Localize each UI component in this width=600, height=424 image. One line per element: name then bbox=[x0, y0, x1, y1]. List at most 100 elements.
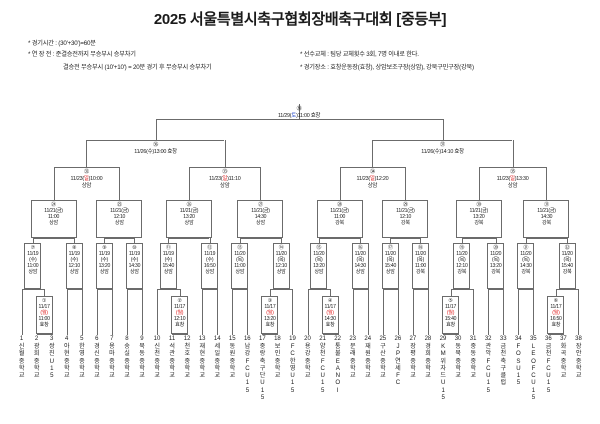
match-date: 11/20 bbox=[520, 250, 532, 257]
round32-match[interactable]: ⑧ 11/19 (수) 12:10 상암 bbox=[65, 243, 83, 289]
match-number: ⑥ bbox=[553, 297, 558, 304]
round32-match[interactable]: ⑳ 11/20 (목) 13:20 강북 bbox=[487, 243, 505, 289]
match-time: 15:40 bbox=[561, 263, 573, 269]
match-number: ㉟ bbox=[510, 169, 516, 175]
bracket-connector bbox=[67, 289, 68, 327]
match-number: ⑧ bbox=[72, 244, 77, 251]
bracket-connector bbox=[156, 119, 157, 140]
bracket-connector bbox=[281, 238, 282, 243]
bracket-connector bbox=[546, 167, 547, 200]
team-seed: 29 K M 위 자 드 U 1 5 bbox=[437, 335, 450, 401]
round32-match[interactable]: ㉒ 11/20 (목) 15:40 강북 bbox=[558, 243, 576, 289]
match-date: 11/17 bbox=[444, 303, 457, 310]
round16-match[interactable]: ㉔ 11/21(금) 11:00 상암 bbox=[30, 200, 77, 238]
match-date: 11/21(금) bbox=[537, 207, 556, 214]
bracket-connector bbox=[44, 289, 45, 296]
match-venue: 상암 bbox=[28, 269, 38, 276]
seed-number: 19 bbox=[289, 336, 296, 342]
bracket-connector bbox=[189, 167, 190, 200]
bracket-connector bbox=[82, 289, 83, 327]
round16-match[interactable]: ㉕ 11/21(금) 12:10 상암 bbox=[96, 200, 143, 238]
bracket-connector bbox=[54, 167, 55, 200]
match-day: (월) bbox=[175, 309, 184, 316]
team-seed: 11 석 관 중 학 교 bbox=[166, 335, 179, 379]
round32-match[interactable]: ⑱ 11/20 (목) 11:00 강북 bbox=[411, 243, 429, 289]
preliminary-match[interactable]: ③ 11/17 (월) 13:20 효창 bbox=[261, 296, 279, 334]
quarterfinal-match[interactable]: ㉞ 11/23(일)12:20 상암 bbox=[327, 169, 417, 190]
preliminary-match[interactable]: ④ 11/17 (월) 14:30 효창 bbox=[321, 296, 339, 334]
match-venue: 상암 bbox=[355, 269, 365, 276]
bracket-connector bbox=[533, 289, 534, 327]
round32-match[interactable]: ⑭ 11/20 (목) 12:10 상암 bbox=[272, 243, 290, 289]
match-time: 13:20 bbox=[264, 316, 276, 322]
bracket-connector bbox=[22, 327, 23, 335]
round32-match[interactable]: ⑩ 11/19 (수) 14:30 상암 bbox=[125, 243, 143, 289]
match-day: (목) bbox=[492, 256, 500, 263]
seed-number: 28 bbox=[424, 336, 432, 342]
bracket-connector bbox=[488, 289, 489, 327]
round32-match[interactable]: ⑦ 11/19 (수) 11:00 상암 bbox=[24, 243, 42, 289]
match-number: ⑱ bbox=[418, 244, 423, 251]
round32-match[interactable]: ⑬ 11/20 (목) 11:00 상암 bbox=[231, 243, 249, 289]
seed-number: 27 bbox=[409, 336, 417, 342]
bracket-connector bbox=[112, 289, 113, 327]
match-date: 11/20 bbox=[313, 250, 325, 257]
round32-match[interactable]: ⑪ 11/19 (수) 15:40 상암 bbox=[159, 243, 177, 289]
round16-match[interactable]: ㉖ 11/21(금) 13:20 상암 bbox=[165, 200, 212, 238]
bracket-connector bbox=[372, 140, 373, 167]
round16-match[interactable]: ㉗ 11/21(금) 14:30 상암 bbox=[237, 200, 284, 238]
semifinal-match[interactable]: ㊱ 11/26(수)13:00 효창 bbox=[106, 142, 206, 156]
bracket-connector bbox=[479, 167, 547, 168]
round32-match[interactable]: ⑨ 11/19 (수) 13:20 상암 bbox=[95, 243, 113, 289]
round32-match[interactable]: ⑮ 11/20 (목) 13:20 상암 bbox=[310, 243, 328, 289]
note-final-extra-time: 결승전 무승부시 (10'+10') = 20분 경기 후 무승부시 승부차기 bbox=[63, 64, 212, 71]
quarterfinal-match[interactable]: ㉜ 11/23(일)10:00 상암 bbox=[41, 169, 131, 190]
team-seed: 36 금 천 F C U 1 5 bbox=[542, 335, 555, 394]
match-number: ② bbox=[177, 297, 182, 304]
match-date: 11/21(금) bbox=[330, 207, 349, 214]
preliminary-match[interactable]: ① 11/17 (월) 11:00 효창 bbox=[35, 296, 53, 334]
preliminary-match[interactable]: ⑥ 11/17 (월) 16:50 효창 bbox=[547, 296, 565, 334]
bracket-connector bbox=[451, 289, 474, 290]
round16-match[interactable]: ㉚ 11/21(금) 13:20 강북 bbox=[455, 200, 502, 238]
quarterfinal-match[interactable]: ㉟ 11/23(일)13:30 상암 bbox=[468, 169, 558, 190]
quarterfinal-match[interactable]: ㉝ 11/23(일)11:10 상암 bbox=[180, 169, 270, 190]
match-venue: 강북 bbox=[491, 269, 501, 276]
match-venue: 상암 bbox=[114, 220, 124, 226]
seed-number: 24 bbox=[364, 336, 372, 342]
final-match[interactable]: ㊳ 11/29(토)11:00 효창 bbox=[249, 106, 349, 120]
round16-match[interactable]: ㉙ 11/21(금) 12:10 강북 bbox=[382, 200, 429, 238]
bracket-connector bbox=[247, 289, 248, 327]
bracket-connector bbox=[308, 289, 331, 290]
preliminary-match[interactable]: ② 11/17 (월) 12:10 효창 bbox=[171, 296, 189, 334]
match-datetime-venue: 11/26(수)14:10 효창 bbox=[421, 148, 464, 155]
bracket-connector bbox=[503, 289, 504, 327]
round32-match[interactable]: ㉑ 11/20 (목) 14:30 강북 bbox=[517, 243, 535, 289]
round32-match[interactable]: ⑲ 11/20 (목) 12:10 강북 bbox=[453, 243, 471, 289]
round16-match[interactable]: ㉘ 11/21(금) 11:00 강북 bbox=[316, 200, 363, 238]
match-venue: 강북 bbox=[542, 220, 551, 226]
seed-number: 11 bbox=[168, 336, 176, 342]
preliminary-match[interactable]: ⑤ 11/17 (월) 15:40 효창 bbox=[442, 296, 460, 334]
match-number: ㉕ bbox=[116, 201, 122, 208]
bracket-connector bbox=[567, 238, 568, 243]
round32-match[interactable]: ⑫ 11/19 (수) 16:50 상암 bbox=[201, 243, 219, 289]
round32-match[interactable]: ⑯ 11/20 (목) 14:30 상암 bbox=[351, 243, 369, 289]
round32-match[interactable]: ⑰ 11/20 (목) 15:40 상암 bbox=[381, 243, 399, 289]
round16-match[interactable]: ㉛ 11/21(금) 14:30 강북 bbox=[523, 200, 570, 238]
semifinal-match[interactable]: ㊲ 11/26(수)14:10 효창 bbox=[393, 142, 493, 156]
bracket-connector bbox=[443, 119, 444, 140]
match-date: 11/21(금) bbox=[251, 207, 270, 214]
team-seed: 28 경 희 중 학 교 bbox=[421, 335, 434, 379]
bracket-connector bbox=[202, 327, 203, 335]
